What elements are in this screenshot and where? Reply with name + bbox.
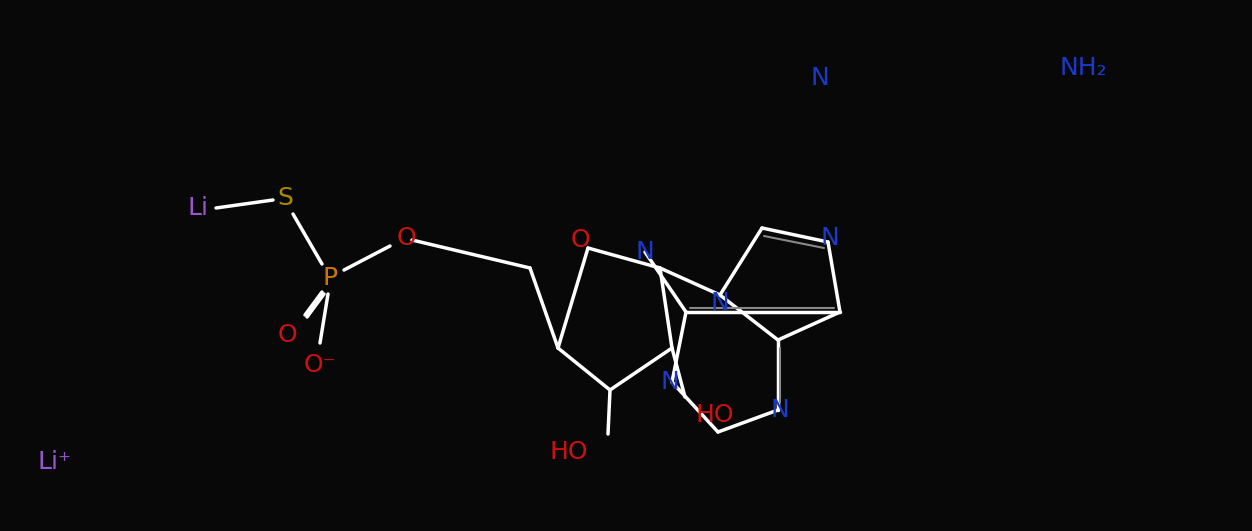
Text: N: N bbox=[771, 398, 789, 422]
Text: HO: HO bbox=[550, 440, 588, 464]
Text: O⁻: O⁻ bbox=[304, 353, 337, 377]
Text: O: O bbox=[570, 228, 590, 252]
Text: N: N bbox=[661, 370, 680, 394]
Text: N: N bbox=[810, 66, 829, 90]
Text: N: N bbox=[820, 226, 839, 250]
Text: S: S bbox=[277, 186, 293, 210]
Text: Li: Li bbox=[188, 196, 209, 220]
Text: N: N bbox=[711, 291, 730, 315]
Text: O: O bbox=[277, 323, 297, 347]
Text: P: P bbox=[323, 266, 338, 290]
Text: Li⁺: Li⁺ bbox=[38, 450, 73, 474]
Text: O: O bbox=[396, 226, 416, 250]
Text: NH₂: NH₂ bbox=[1060, 56, 1108, 80]
Text: N: N bbox=[636, 240, 655, 264]
Text: HO: HO bbox=[695, 403, 734, 427]
